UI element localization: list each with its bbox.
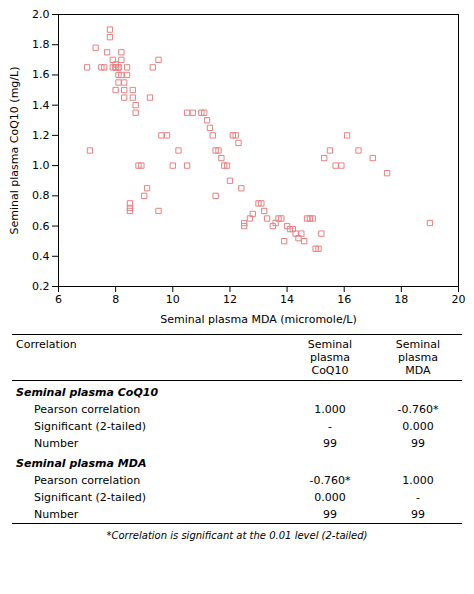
html-text:Correlation: Correlation (16, 338, 77, 351)
svg-text:18: 18 (394, 293, 408, 306)
svg-text:1.6: 1.6 (32, 68, 50, 81)
html-text:MDA: MDA (405, 364, 431, 377)
svg-text:Seminal plasma CoQ10 (mg/L): Seminal plasma CoQ10 (mg/L) (8, 67, 21, 235)
html-text:Pearson correlation: Pearson correlation (34, 474, 141, 487)
html-text:1.000: 1.000 (314, 403, 346, 416)
html-text:99: 99 (323, 508, 337, 521)
svg-text:Seminal plasma MDA (micromole/: Seminal plasma MDA (micromole/L) (160, 313, 357, 326)
html-text:-0.760*: -0.760* (397, 403, 439, 416)
html-text:Significant (2-tailed): Significant (2-tailed) (34, 491, 146, 504)
svg-text:1.4: 1.4 (32, 99, 50, 112)
svg-text:12: 12 (223, 293, 237, 306)
html-text:99: 99 (323, 437, 337, 450)
svg-text:0.8: 0.8 (32, 189, 50, 202)
svg-text:6: 6 (55, 293, 62, 306)
html-text:Significant (2-tailed): Significant (2-tailed) (34, 420, 146, 433)
html-text:Seminal plasma CoQ10: Seminal plasma CoQ10 (16, 386, 159, 399)
svg-text:8: 8 (112, 293, 119, 306)
svg-text:0.6: 0.6 (32, 220, 50, 233)
html-text:Seminal: Seminal (307, 338, 353, 351)
svg-text:16: 16 (337, 293, 351, 306)
svg-text:1.8: 1.8 (32, 38, 50, 51)
html-text:99: 99 (411, 508, 425, 521)
svg-text:20: 20 (452, 293, 466, 306)
html-text:Seminal plasma MDA: Seminal plasma MDA (16, 457, 147, 470)
svg-text:0.4: 0.4 (32, 250, 50, 263)
html-text:99: 99 (411, 437, 425, 450)
svg-text:1.2: 1.2 (32, 129, 50, 142)
html-text:1.000: 1.000 (402, 474, 434, 487)
svg-text:10: 10 (166, 293, 180, 306)
svg-text:14: 14 (280, 293, 294, 306)
html-text:0.000: 0.000 (314, 491, 346, 504)
svg-text:0.2: 0.2 (32, 280, 50, 293)
html-text:plasma: plasma (398, 351, 438, 364)
svg-text:2.0: 2.0 (32, 8, 50, 21)
html-text:0.000: 0.000 (402, 420, 434, 433)
html-text:plasma: plasma (310, 351, 350, 364)
html-text:Number: Number (34, 437, 79, 450)
html-text:Pearson correlation: Pearson correlation (34, 403, 141, 416)
html-text:Number: Number (34, 508, 79, 521)
html-text:-0.760*: -0.760* (309, 474, 351, 487)
html-text:CoQ10: CoQ10 (311, 364, 349, 377)
svg-text:1.0: 1.0 (32, 159, 50, 172)
html-text:Seminal: Seminal (395, 338, 441, 351)
html-text:*Correlation is significant at: *Correlation is significant at the 0.01 … (106, 530, 368, 541)
